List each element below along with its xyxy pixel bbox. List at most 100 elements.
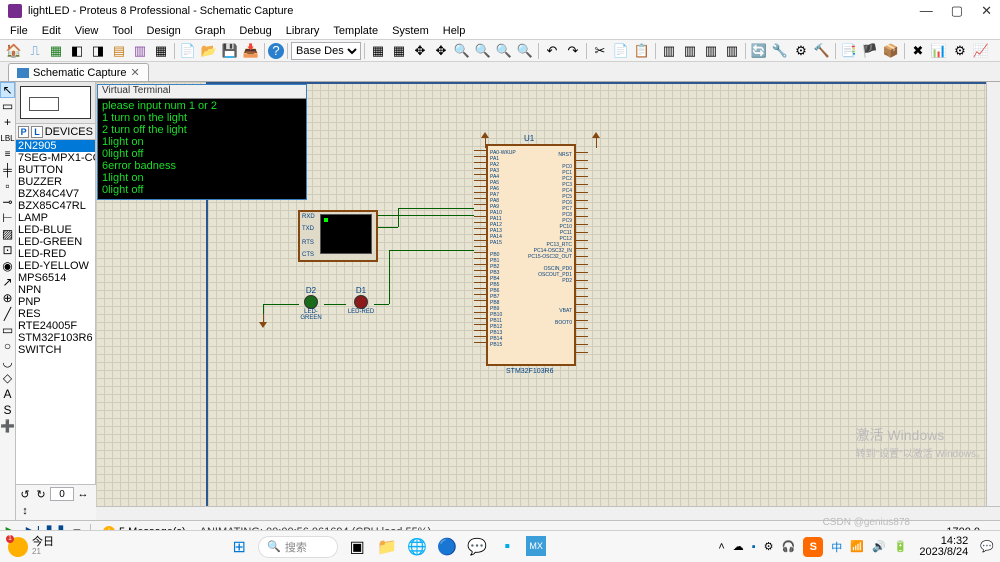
- selection-mode[interactable]: ↖: [0, 82, 15, 98]
- gerber-icon[interactable]: ◨: [88, 42, 108, 60]
- tray-wifi-icon[interactable]: 📶: [850, 540, 864, 553]
- canvas-scroll-horizontal[interactable]: [96, 506, 1000, 520]
- redo-icon[interactable]: ↷: [563, 42, 583, 60]
- bus-mode[interactable]: ╪: [0, 162, 15, 178]
- search-icon[interactable]: 🏴: [860, 42, 880, 60]
- cut-icon[interactable]: ✂: [590, 42, 610, 60]
- tray-settings-icon[interactable]: ⚙: [764, 540, 774, 553]
- libraries-button[interactable]: L: [31, 126, 42, 138]
- device-item[interactable]: 7SEG-MPX1-CC: [16, 152, 95, 164]
- device-item[interactable]: LED-RED: [16, 248, 95, 260]
- bom-icon[interactable]: ▤: [109, 42, 129, 60]
- menu-edit[interactable]: Edit: [36, 25, 67, 37]
- text-2d[interactable]: A: [0, 386, 15, 402]
- line-2d[interactable]: ╱: [0, 306, 15, 322]
- device-item[interactable]: BZX84C4V7: [16, 188, 95, 200]
- text-script-mode[interactable]: ≡: [0, 146, 15, 162]
- schematic-canvas[interactable]: Virtual Terminal please input num 1 or 2…: [96, 82, 1000, 520]
- vsm-icon[interactable]: ▦: [151, 42, 171, 60]
- device-item[interactable]: LAMP: [16, 212, 95, 224]
- app-icon[interactable]: ▪: [496, 536, 518, 558]
- arise-icon[interactable]: 📈: [971, 42, 991, 60]
- menu-file[interactable]: File: [4, 25, 34, 37]
- device-item[interactable]: BUZZER: [16, 176, 95, 188]
- task-view-icon[interactable]: ▣: [346, 536, 368, 558]
- component-mode[interactable]: ▭: [0, 98, 15, 114]
- edge-icon[interactable]: 🌐: [406, 536, 428, 558]
- 3d-icon[interactable]: ◧: [67, 42, 87, 60]
- graph-mode[interactable]: ▨: [0, 226, 15, 242]
- led-d1[interactable]: D1 LED-RED: [346, 286, 376, 310]
- device-item[interactable]: RES: [16, 308, 95, 320]
- tray-notifications-icon[interactable]: 💬: [980, 540, 994, 553]
- block-delete-icon[interactable]: ▥: [722, 42, 742, 60]
- snap-icon[interactable]: ▦: [389, 42, 409, 60]
- pcb-icon[interactable]: ▦: [46, 42, 66, 60]
- zoom-out-icon[interactable]: 🔍: [473, 42, 493, 60]
- design-combo[interactable]: Base Design: [291, 42, 361, 60]
- paste-icon[interactable]: 📋: [632, 42, 652, 60]
- netlist-icon[interactable]: ⚙: [950, 42, 970, 60]
- probe-mode[interactable]: ↗: [0, 274, 15, 290]
- new-icon[interactable]: 📄: [178, 42, 198, 60]
- tray-battery-icon[interactable]: 🔋: [894, 540, 908, 553]
- home-icon[interactable]: 🏠: [4, 42, 24, 60]
- code-icon[interactable]: ▥: [130, 42, 150, 60]
- undo-icon[interactable]: ↶: [542, 42, 562, 60]
- device-item[interactable]: STM32F103R6: [16, 332, 95, 344]
- path-2d[interactable]: ◇: [0, 370, 15, 386]
- marker-2d[interactable]: ➕: [0, 418, 15, 434]
- wire-autoroute-icon[interactable]: 📑: [839, 42, 859, 60]
- pick-icon[interactable]: 🔄: [749, 42, 769, 60]
- device-item[interactable]: MPS6514: [16, 272, 95, 284]
- rotation-angle-input[interactable]: [50, 487, 74, 501]
- symbol-2d[interactable]: S: [0, 402, 15, 418]
- terminal-mode[interactable]: ⊸: [0, 194, 15, 210]
- overview-window[interactable]: [16, 82, 95, 124]
- menu-design[interactable]: Design: [141, 25, 187, 37]
- box-2d[interactable]: ▭: [0, 322, 15, 338]
- virtual-terminal-window[interactable]: Virtual Terminal please input num 1 or 2…: [97, 84, 307, 200]
- mcu-stm32[interactable]: PA0-WKUPPA1PA2PA3PA4PA5PA6PA7PA8PA9PA10P…: [486, 144, 576, 366]
- tab-close-icon[interactable]: ✕: [131, 66, 140, 79]
- device-item[interactable]: LED-BLUE: [16, 224, 95, 236]
- block-move-icon[interactable]: ▥: [680, 42, 700, 60]
- menu-library[interactable]: Library: [280, 25, 326, 37]
- device-item[interactable]: PNP: [16, 296, 95, 308]
- explorer-icon[interactable]: 📁: [376, 536, 398, 558]
- start-button[interactable]: ⊞: [228, 536, 250, 558]
- tape-mode[interactable]: ⊡: [0, 242, 15, 258]
- pan-icon[interactable]: ✥: [431, 42, 451, 60]
- bill-icon[interactable]: ✖: [908, 42, 928, 60]
- close-button[interactable]: ✕: [981, 3, 992, 19]
- generator-mode[interactable]: ◉: [0, 258, 15, 274]
- copy-icon[interactable]: 📄: [611, 42, 631, 60]
- zoom-area-icon[interactable]: 🔍: [515, 42, 535, 60]
- junction-mode[interactable]: +: [0, 114, 15, 130]
- menu-tool[interactable]: Tool: [106, 25, 138, 37]
- pick-devices-button[interactable]: P: [18, 126, 29, 138]
- zoom-in-icon[interactable]: 🔍: [452, 42, 472, 60]
- property-icon[interactable]: 📦: [881, 42, 901, 60]
- zoom-all-icon[interactable]: 🔍: [494, 42, 514, 60]
- device-item[interactable]: 2N2905: [16, 140, 95, 152]
- menu-help[interactable]: Help: [437, 25, 472, 37]
- taskbar-search[interactable]: 🔍搜索: [258, 536, 338, 558]
- device-item[interactable]: BUTTON: [16, 164, 95, 176]
- help-icon[interactable]: ?: [268, 43, 284, 59]
- mirror-h-icon[interactable]: ↔: [76, 487, 90, 501]
- arc-2d[interactable]: ◡: [0, 354, 15, 370]
- device-item[interactable]: RTE24005F: [16, 320, 95, 332]
- open-icon[interactable]: 📂: [199, 42, 219, 60]
- menu-debug[interactable]: Debug: [233, 25, 277, 37]
- minimize-button[interactable]: —: [920, 3, 933, 19]
- device-item[interactable]: BZX85C47RL: [16, 200, 95, 212]
- led-d2[interactable]: D2 LED-GREEN: [296, 286, 326, 310]
- device-item[interactable]: LED-YELLOW: [16, 260, 95, 272]
- input-method-icon[interactable]: S: [803, 537, 823, 557]
- menu-graph[interactable]: Graph: [189, 25, 232, 37]
- tray-headset-icon[interactable]: 🎧: [782, 540, 796, 553]
- grid-toggle-icon[interactable]: ▦: [368, 42, 388, 60]
- menu-view[interactable]: View: [69, 25, 105, 37]
- erc-icon[interactable]: 📊: [929, 42, 949, 60]
